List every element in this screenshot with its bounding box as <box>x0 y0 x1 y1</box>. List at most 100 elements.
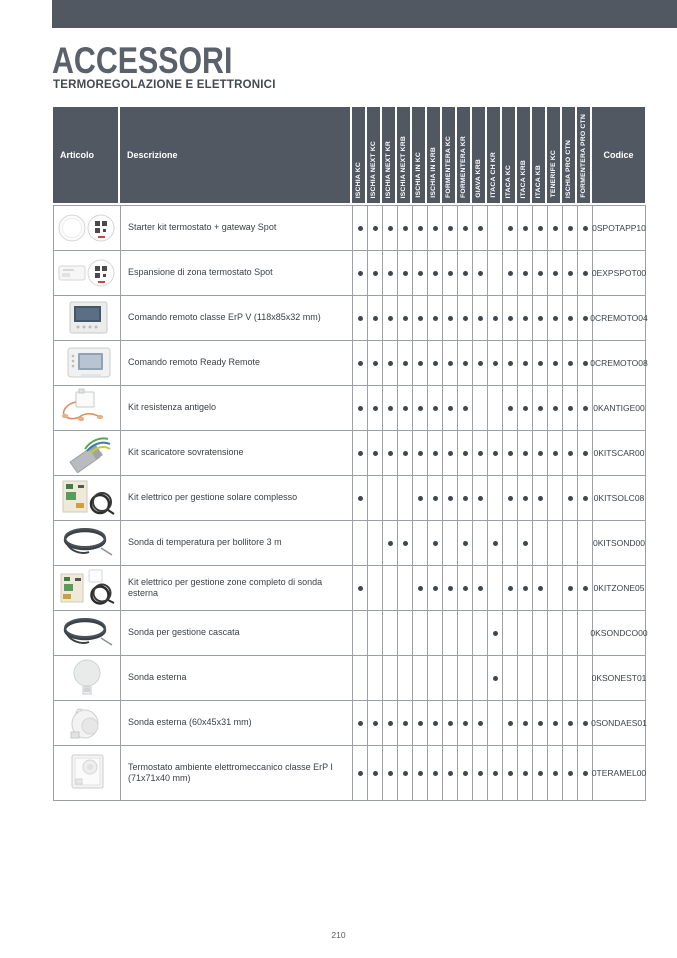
model-column-header: ITACA KB <box>532 107 547 203</box>
compatibility-dot <box>462 315 468 321</box>
compatibility-cell-formentera-kc <box>443 476 458 521</box>
compatibility-dot <box>477 585 483 591</box>
compatibility-dot <box>567 495 573 501</box>
compatibility-cell-giava-krb <box>473 566 488 611</box>
model-column-label: TENERIFE KC <box>550 150 557 198</box>
compatibility-dot <box>357 405 363 411</box>
compatibility-cell-itaca-ch-kr <box>488 386 503 431</box>
compatibility-dot <box>477 360 483 366</box>
compatibility-cell-itaca-krb <box>518 251 533 296</box>
compatibility-cell-ischia-in-krb <box>428 476 443 521</box>
compatibility-cell-ischia-in-krb <box>428 386 443 431</box>
compatibility-dot <box>432 360 438 366</box>
compatibility-cell-ischia-next-kr <box>383 296 398 341</box>
compatibility-cell-ischia-next-krb <box>398 386 413 431</box>
compatibility-dot <box>432 225 438 231</box>
compatibility-dot <box>492 770 498 776</box>
compatibility-cell-ischia-in-krb <box>428 701 443 746</box>
compatibility-dot <box>582 315 588 321</box>
compatibility-cell-ischia-next-kr <box>383 746 398 801</box>
compatibility-dot <box>582 360 588 366</box>
product-code: 0KITSCAR00 <box>593 431 646 476</box>
compatibility-cell-formentera-kc <box>443 746 458 801</box>
compatibility-cell-ischia-in-kc <box>413 701 428 746</box>
compatibility-dot <box>552 720 558 726</box>
compatibility-dot <box>357 495 363 501</box>
compatibility-cell-ischia-next-kc <box>368 476 383 521</box>
compatibility-dot <box>387 225 393 231</box>
product-code: 0KITZONE05 <box>593 566 646 611</box>
compatibility-dot <box>462 270 468 276</box>
compatibility-dot <box>417 360 423 366</box>
compatibility-dot <box>537 225 543 231</box>
compatibility-cell-formentera-kr <box>458 431 473 476</box>
table-row: Sonda esterna 0KSONEST01 <box>54 656 646 701</box>
compatibility-cell-itaca-krb <box>518 206 533 251</box>
compatibility-dot <box>387 360 393 366</box>
model-column-label: FORMENTERA KC <box>445 135 452 198</box>
compatibility-cell-formentera-kc <box>443 566 458 611</box>
compatibility-cell-itaca-kc <box>503 521 518 566</box>
compatibility-cell-itaca-kc <box>503 251 518 296</box>
compatibility-dot <box>417 495 423 501</box>
compatibility-cell-itaca-kb <box>533 251 548 296</box>
compatibility-dot <box>447 495 453 501</box>
model-column-header: ITACA KRB <box>517 107 532 203</box>
compatibility-cell-tenerife-kc <box>548 341 563 386</box>
compatibility-cell-formentera-kc <box>443 611 458 656</box>
compatibility-cell-ischia-in-krb <box>428 611 443 656</box>
compatibility-cell-ischia-kc <box>353 386 368 431</box>
compatibility-cell-formentera-kc <box>443 521 458 566</box>
compatibility-cell-ischia-next-krb <box>398 431 413 476</box>
compatibility-cell-ischia-next-kc <box>368 701 383 746</box>
compatibility-cell-ischia-in-kc <box>413 746 428 801</box>
compatibility-cell-formentera-kr <box>458 386 473 431</box>
compatibility-dot <box>537 585 543 591</box>
compatibility-dot <box>372 360 378 366</box>
compatibility-dot <box>432 585 438 591</box>
table-row: Espansione di zona termostato Spot 0EXPSP… <box>54 251 646 296</box>
product-image-electromechanical-thermostat <box>54 746 121 801</box>
compatibility-cell-itaca-kc <box>503 701 518 746</box>
compatibility-cell-formentera-pro-ctn <box>578 656 593 701</box>
compatibility-cell-giava-krb <box>473 611 488 656</box>
compatibility-cell-ischia-pro-ctn <box>563 746 578 801</box>
model-column-header: FORMENTERA KR <box>457 107 472 203</box>
compatibility-dot <box>447 720 453 726</box>
compatibility-dot <box>537 770 543 776</box>
compatibility-cell-formentera-kr <box>458 296 473 341</box>
compatibility-dot <box>417 270 423 276</box>
compatibility-cell-ischia-pro-ctn <box>563 341 578 386</box>
compatibility-cell-giava-krb <box>473 746 488 801</box>
compatibility-cell-ischia-in-kc <box>413 566 428 611</box>
compatibility-dot <box>507 360 513 366</box>
compatibility-cell-ischia-kc <box>353 251 368 296</box>
model-column-header: ITACA CH KR <box>487 107 502 203</box>
product-image-external-sensor-small <box>54 701 121 746</box>
compatibility-dot <box>402 450 408 456</box>
compatibility-cell-ischia-pro-ctn <box>563 431 578 476</box>
compatibility-cell-itaca-kc <box>503 656 518 701</box>
compatibility-cell-itaca-kb <box>533 296 548 341</box>
compatibility-cell-ischia-in-krb <box>428 251 443 296</box>
compatibility-cell-formentera-kr <box>458 566 473 611</box>
product-description: Comando remoto classe ErP V (118x85x32 m… <box>121 296 353 341</box>
compatibility-cell-formentera-pro-ctn <box>578 431 593 476</box>
table-row: Comando remoto classe ErP V (118x85x32 m… <box>54 296 648 341</box>
table-body: Starter kit termostato + gateway Spot 0SP… <box>53 205 648 801</box>
compatibility-cell-ischia-pro-ctn <box>563 296 578 341</box>
compatibility-cell-itaca-krb <box>518 611 533 656</box>
product-description: Termostato ambiente elettromeccanico cla… <box>121 746 353 801</box>
compatibility-cell-ischia-next-kc <box>368 746 383 801</box>
compatibility-dot <box>462 360 468 366</box>
compatibility-dot <box>537 450 543 456</box>
compatibility-cell-ischia-kc <box>353 611 368 656</box>
product-code: 0KSONEST01 <box>592 656 646 701</box>
compatibility-cell-itaca-ch-kr <box>488 431 503 476</box>
compatibility-cell-formentera-kc <box>443 206 458 251</box>
compatibility-dot <box>447 770 453 776</box>
compatibility-dot <box>447 450 453 456</box>
compatibility-cell-formentera-kr <box>458 746 473 801</box>
compatibility-cell-itaca-kc <box>503 341 518 386</box>
compatibility-cell-itaca-kb <box>533 656 548 701</box>
